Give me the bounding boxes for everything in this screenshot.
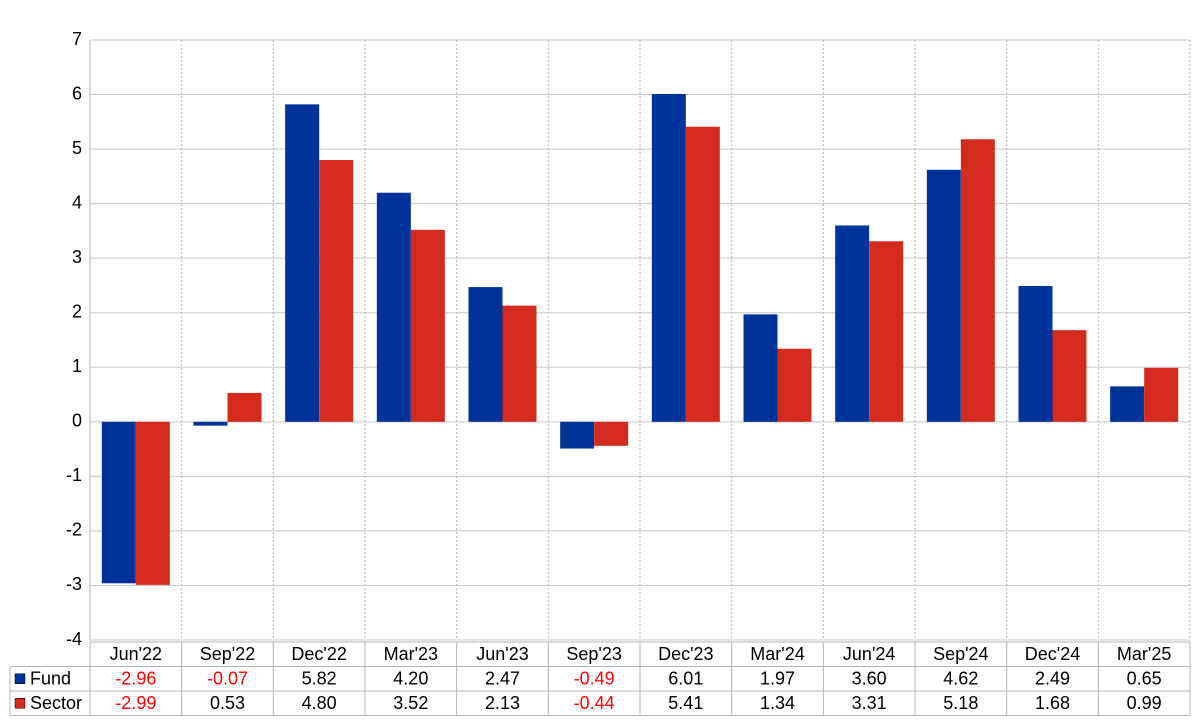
y-tick-label: -2 — [66, 520, 82, 540]
y-tick-label: 1 — [72, 356, 82, 376]
table-value: 3.31 — [852, 693, 887, 713]
y-tick-label: 0 — [72, 411, 82, 431]
table-value: 0.53 — [210, 693, 245, 713]
bar — [468, 287, 503, 422]
x-tick-label: Jun'24 — [843, 644, 895, 664]
legend-label: Fund — [30, 669, 71, 689]
table-value: 3.52 — [393, 693, 428, 713]
table-value: -2.99 — [115, 693, 156, 713]
table-value: 2.13 — [485, 693, 520, 713]
bar — [869, 241, 904, 422]
bar — [594, 421, 629, 446]
bar — [376, 192, 411, 422]
bar — [743, 314, 778, 422]
table-value: 0.65 — [1127, 669, 1162, 689]
x-tick-label: Jun'23 — [476, 644, 528, 664]
table-value: 4.62 — [943, 669, 978, 689]
bar — [960, 139, 995, 422]
table-value: 5.18 — [943, 693, 978, 713]
bar — [319, 160, 354, 422]
table-value: 1.68 — [1035, 693, 1070, 713]
table-value: 4.80 — [302, 693, 337, 713]
bar — [651, 94, 686, 422]
bar — [135, 421, 170, 585]
x-tick-label: Mar'25 — [1117, 644, 1171, 664]
bar — [1052, 330, 1087, 422]
x-tick-label: Mar'24 — [750, 644, 804, 664]
x-tick-label: Dec'23 — [658, 644, 713, 664]
y-tick-label: 3 — [72, 247, 82, 267]
y-tick-label: 6 — [72, 83, 82, 103]
table-value: 1.97 — [760, 669, 795, 689]
table-value: 6.01 — [668, 669, 703, 689]
bar — [560, 421, 595, 449]
y-tick-label: -4 — [66, 629, 82, 649]
bar — [1144, 367, 1179, 422]
legend-swatch — [14, 673, 26, 684]
bar — [777, 348, 812, 422]
table-value: 5.82 — [302, 669, 337, 689]
table-value: 2.49 — [1035, 669, 1070, 689]
x-tick-label: Sep'24 — [933, 644, 989, 664]
table-value: 3.60 — [852, 669, 887, 689]
table-value: -2.96 — [115, 669, 156, 689]
bar — [193, 421, 228, 426]
x-tick-label: Dec'24 — [1025, 644, 1080, 664]
y-tick-label: 4 — [72, 192, 82, 212]
legend-swatch — [14, 698, 26, 709]
bar — [101, 421, 136, 584]
legend-label: Sector — [30, 693, 82, 713]
y-tick-label: 7 — [72, 29, 82, 49]
table-value: 0.99 — [1127, 693, 1162, 713]
bar — [285, 104, 320, 422]
bar — [502, 305, 537, 422]
bar — [1018, 286, 1053, 422]
bar — [835, 225, 870, 422]
y-tick-label: 5 — [72, 138, 82, 158]
x-tick-label: Dec'22 — [291, 644, 346, 664]
x-tick-label: Sep'23 — [566, 644, 622, 664]
y-tick-label: -3 — [66, 574, 82, 594]
y-tick-label: -1 — [66, 465, 82, 485]
x-tick-label: Sep'22 — [200, 644, 256, 664]
bar — [685, 126, 720, 422]
x-tick-label: Mar'23 — [384, 644, 438, 664]
bar — [410, 229, 445, 422]
y-tick-label: 2 — [72, 301, 82, 321]
table-value: 5.41 — [668, 693, 703, 713]
x-tick-label: Jun'22 — [110, 644, 162, 664]
table-value: -0.44 — [574, 693, 615, 713]
table-value: -0.07 — [207, 669, 248, 689]
table-value: 1.34 — [760, 693, 795, 713]
bar — [926, 169, 961, 422]
table-value: -0.49 — [574, 669, 615, 689]
table-value: 4.20 — [393, 669, 428, 689]
table-value: 2.47 — [485, 669, 520, 689]
bar — [227, 392, 262, 422]
bar — [1110, 386, 1145, 422]
